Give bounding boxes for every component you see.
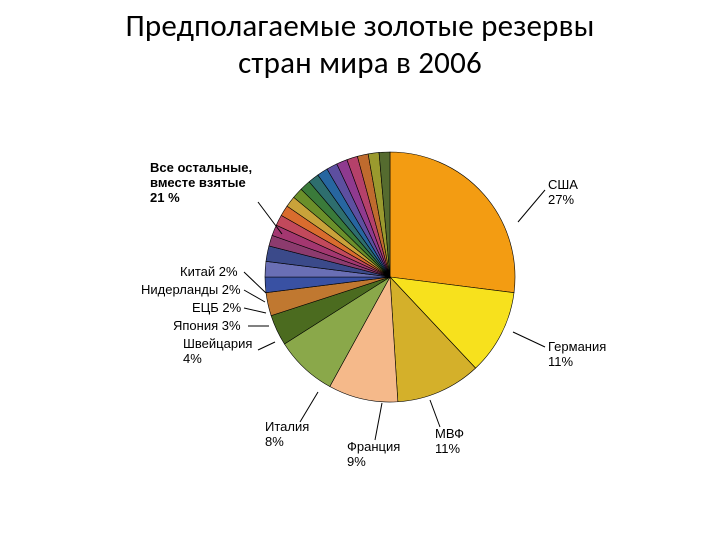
label-usa: США 27% [548,178,578,208]
label-france: Франция 9% [347,440,400,470]
label-italy: Италия 8% [265,420,309,450]
label-japan: Япония 3% [173,319,241,334]
leader-line [518,190,545,222]
page-title: Предполагаемые золотые резервы стран мир… [0,8,720,82]
label-rest: Все остальные, вместе взятые 21 % [150,161,252,206]
leader-line [375,403,382,440]
label-ecb: ЕЦБ 2% [192,301,241,316]
label-china: Китай 2% [180,265,238,280]
label-imf: МВФ 11% [435,427,464,457]
title-line-1: Предполагаемые золотые резервы [125,7,594,45]
label-germany: Германия 11% [548,340,606,370]
title-line-2: стран мира в 2006 [238,44,482,82]
pie-slice [390,152,515,293]
label-netherlands: Нидерланды 2% [141,283,241,298]
label-switzerland: Швейцария 4% [183,337,252,367]
pie-chart [260,147,520,407]
pie-chart-container: США 27% Германия 11% МВФ 11% Франция 9% … [0,82,720,512]
